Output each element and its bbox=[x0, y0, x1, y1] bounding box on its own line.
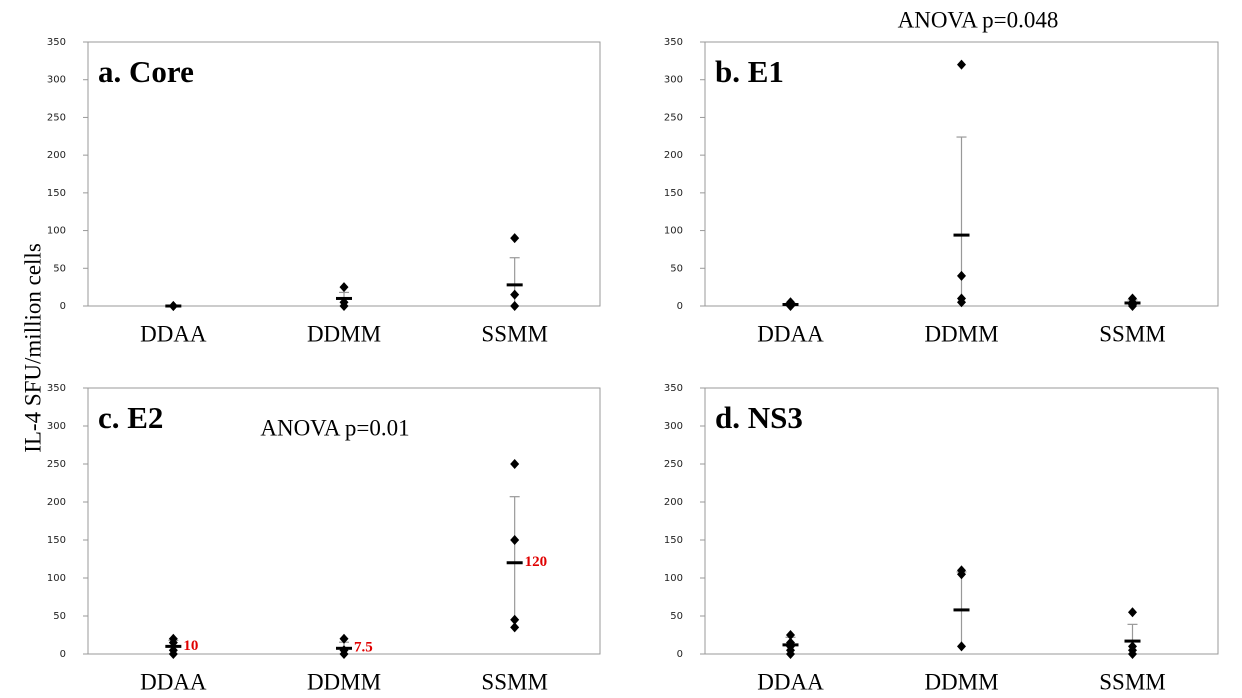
panel-title: d. NS3 bbox=[715, 400, 803, 435]
data-point bbox=[510, 301, 520, 311]
data-point bbox=[339, 649, 349, 659]
data-point bbox=[786, 630, 795, 640]
y-tick-label: 0 bbox=[60, 649, 66, 660]
mean-label: 120 bbox=[525, 554, 548, 570]
data-point bbox=[510, 622, 520, 633]
x-tick-label: DDMM bbox=[924, 669, 998, 694]
mean-label: 7.5 bbox=[354, 640, 373, 656]
panel-title: c. E2 bbox=[98, 400, 163, 435]
data-point bbox=[1128, 649, 1137, 659]
y-tick-label: 350 bbox=[47, 37, 66, 48]
panel-title: b. E1 bbox=[715, 54, 784, 89]
y-tick-label: 300 bbox=[664, 421, 683, 432]
y-tick-label: 100 bbox=[664, 573, 683, 584]
y-tick-label: 100 bbox=[47, 226, 66, 237]
data-point bbox=[1128, 607, 1137, 618]
data-point bbox=[510, 614, 520, 625]
data-point bbox=[957, 641, 966, 652]
y-tick-label: 50 bbox=[53, 263, 66, 274]
y-tick-label: 250 bbox=[47, 459, 66, 470]
y-tick-label: 350 bbox=[664, 37, 683, 48]
y-tick-label: 200 bbox=[664, 150, 683, 161]
data-point bbox=[510, 289, 520, 300]
y-tick-label: 250 bbox=[47, 112, 66, 123]
y-tick-label: 100 bbox=[664, 226, 683, 237]
y-tick-label: 300 bbox=[47, 75, 66, 86]
data-point bbox=[786, 649, 795, 659]
y-tick-label: 50 bbox=[670, 263, 683, 274]
data-point bbox=[510, 535, 520, 545]
y-tick-label: 150 bbox=[664, 188, 683, 199]
y-tick-label: 150 bbox=[664, 535, 683, 546]
y-tick-label: 50 bbox=[53, 611, 66, 622]
x-tick-label: SSMM bbox=[1099, 321, 1165, 346]
plot-frame bbox=[704, 387, 1219, 655]
x-tick-label: DDAA bbox=[757, 669, 824, 694]
data-point bbox=[957, 270, 966, 281]
y-tick-label: 0 bbox=[60, 301, 66, 312]
x-tick-label: DDAA bbox=[140, 321, 207, 346]
y-tick-label: 100 bbox=[47, 573, 66, 584]
x-tick-label: DDMM bbox=[307, 321, 381, 346]
y-tick-label: 0 bbox=[677, 301, 683, 312]
y-tick-label: 300 bbox=[47, 421, 66, 432]
annotation: ANOVA p=0.048 bbox=[898, 7, 1059, 32]
y-axis-label: IL-4 SFU/million cells bbox=[20, 243, 45, 453]
y-tick-label: 0 bbox=[677, 649, 683, 660]
annotation: ANOVA p=0.01 bbox=[260, 415, 409, 440]
x-tick-label: SSMM bbox=[481, 321, 547, 346]
data-point bbox=[168, 649, 178, 659]
y-tick-label: 350 bbox=[664, 383, 683, 394]
y-tick-label: 150 bbox=[47, 188, 66, 199]
data-point bbox=[339, 301, 349, 311]
x-tick-label: DDAA bbox=[140, 669, 207, 694]
x-tick-label: SSMM bbox=[1099, 669, 1165, 694]
y-tick-label: 200 bbox=[47, 150, 66, 161]
y-tick-label: 50 bbox=[670, 611, 683, 622]
y-tick-label: 300 bbox=[664, 75, 683, 86]
data-point bbox=[510, 233, 520, 244]
panel-title: a. Core bbox=[98, 54, 194, 89]
y-tick-label: 200 bbox=[47, 497, 66, 508]
data-point bbox=[957, 59, 966, 70]
y-tick-label: 150 bbox=[47, 535, 66, 546]
x-tick-label: SSMM bbox=[481, 669, 547, 694]
y-tick-label: 250 bbox=[664, 112, 683, 123]
data-point bbox=[339, 633, 349, 644]
mean-label: 10 bbox=[183, 638, 198, 654]
data-point bbox=[510, 459, 520, 469]
y-tick-label: 350 bbox=[47, 383, 66, 394]
x-tick-label: DDMM bbox=[307, 669, 381, 694]
x-tick-label: DDAA bbox=[757, 321, 824, 346]
y-tick-label: 250 bbox=[664, 459, 683, 470]
data-point bbox=[957, 569, 966, 580]
data-point bbox=[957, 297, 966, 308]
y-tick-label: 200 bbox=[664, 497, 683, 508]
x-tick-label: DDMM bbox=[924, 321, 998, 346]
data-point bbox=[339, 282, 349, 293]
